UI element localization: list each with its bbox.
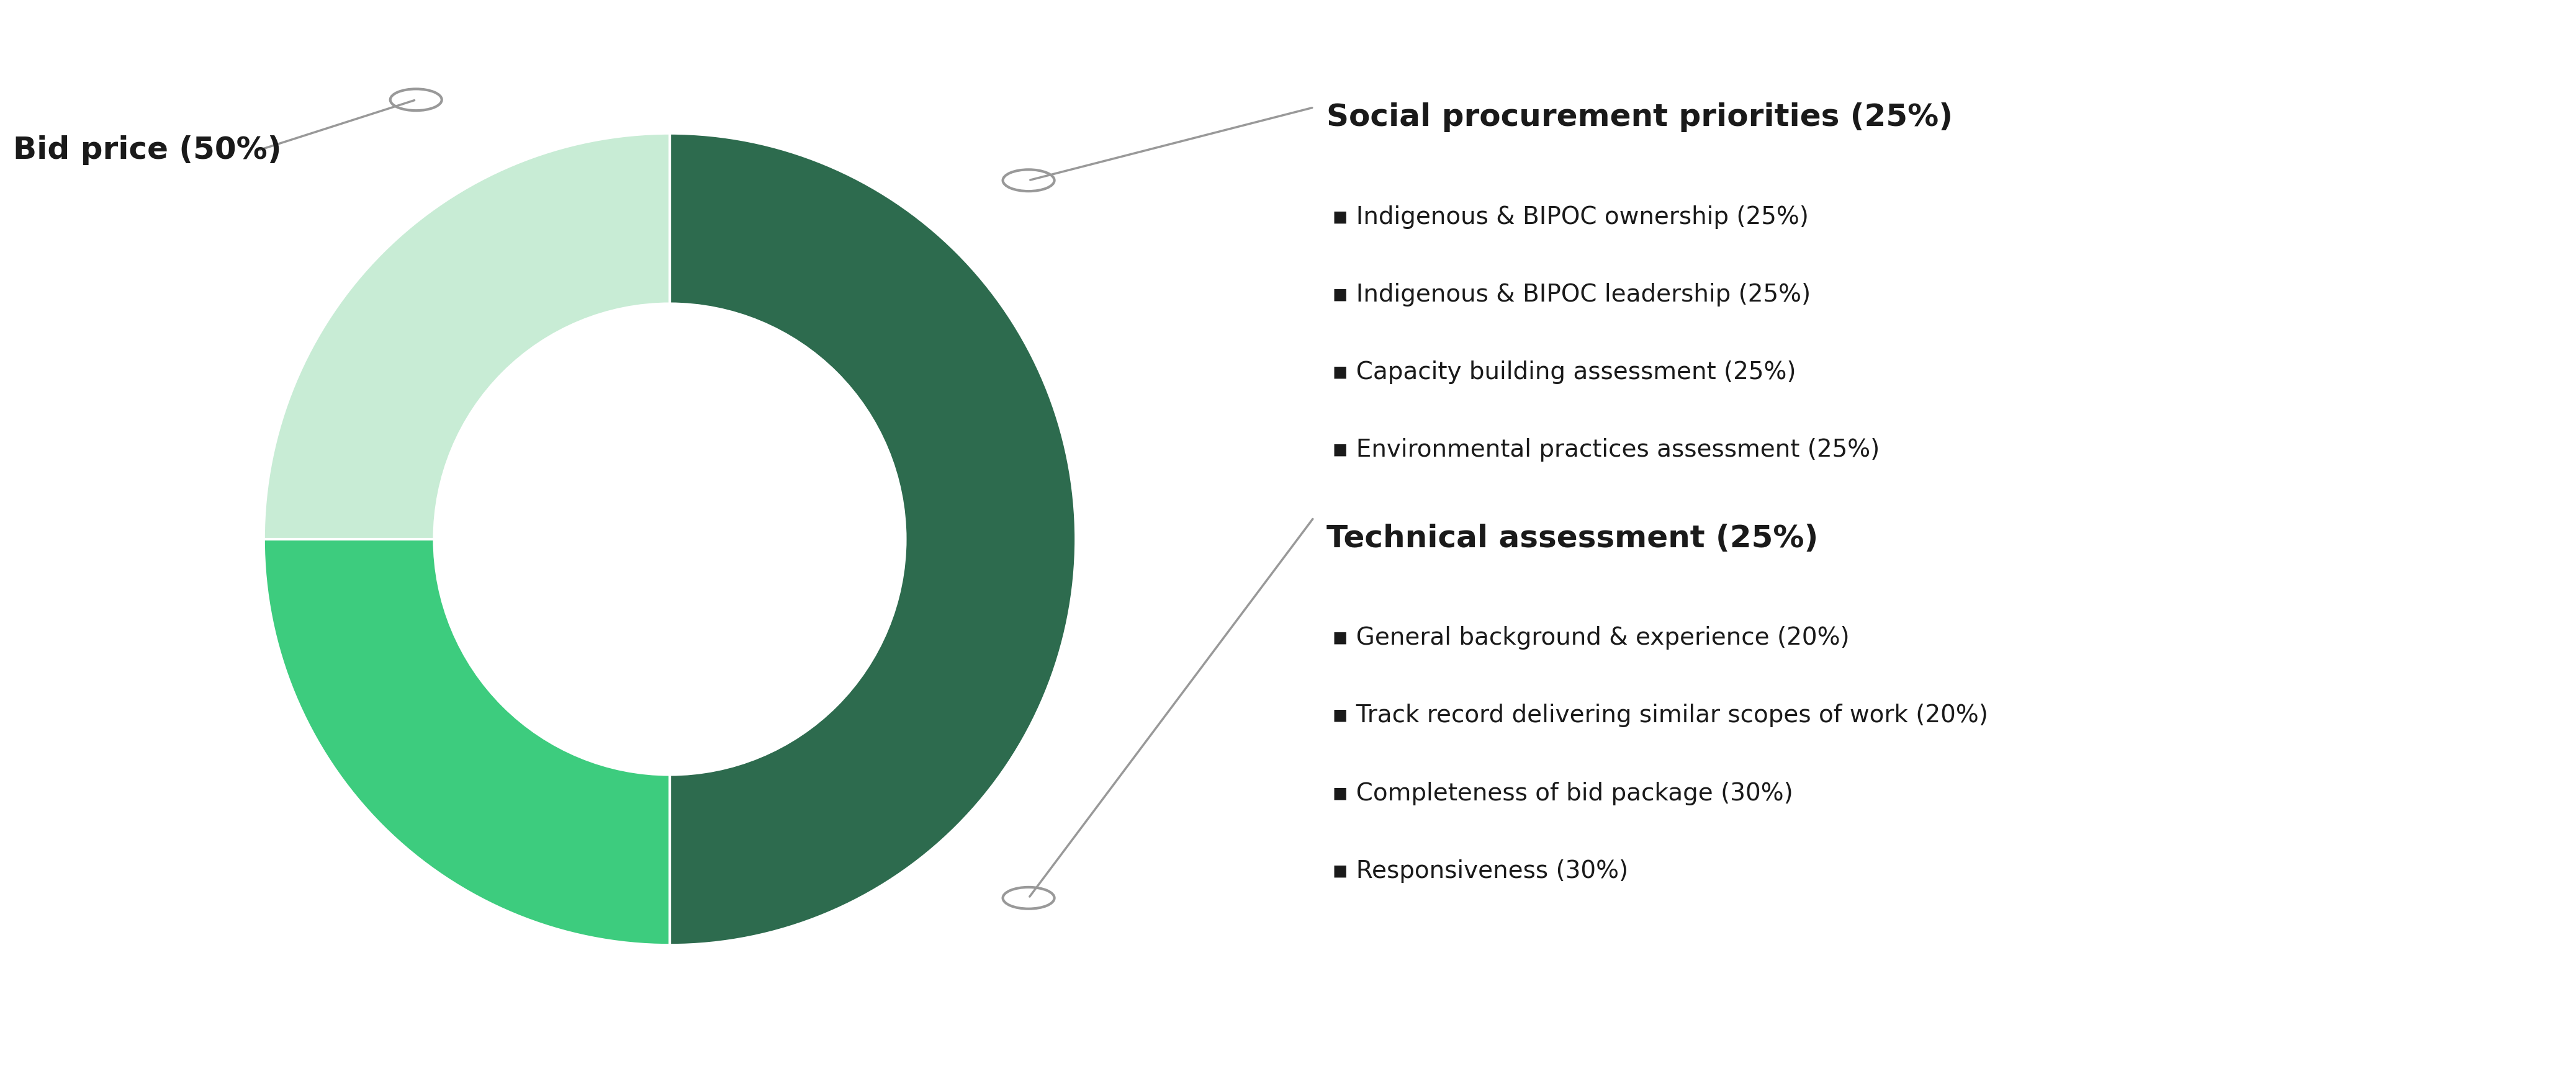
Wedge shape xyxy=(263,540,670,945)
Text: Social procurement priorities (25%): Social procurement priorities (25%) xyxy=(1327,103,1953,133)
Text: ▪ Track record delivering similar scopes of work (20%): ▪ Track record delivering similar scopes… xyxy=(1332,704,1989,727)
Wedge shape xyxy=(263,134,670,540)
Text: ▪ Indigenous & BIPOC ownership (25%): ▪ Indigenous & BIPOC ownership (25%) xyxy=(1332,205,1808,229)
Text: Bid price (50%): Bid price (50%) xyxy=(13,135,281,165)
Wedge shape xyxy=(670,134,1077,945)
Text: ▪ Capacity building assessment (25%): ▪ Capacity building assessment (25%) xyxy=(1332,360,1795,384)
Text: ▪ Indigenous & BIPOC leadership (25%): ▪ Indigenous & BIPOC leadership (25%) xyxy=(1332,283,1811,306)
Text: ▪ General background & experience (20%): ▪ General background & experience (20%) xyxy=(1332,626,1850,650)
Text: ▪ Responsiveness (30%): ▪ Responsiveness (30%) xyxy=(1332,859,1628,883)
Text: ▪ Completeness of bid package (30%): ▪ Completeness of bid package (30%) xyxy=(1332,781,1793,805)
Text: ▪ Environmental practices assessment (25%): ▪ Environmental practices assessment (25… xyxy=(1332,438,1880,462)
Text: Technical assessment (25%): Technical assessment (25%) xyxy=(1327,523,1819,554)
